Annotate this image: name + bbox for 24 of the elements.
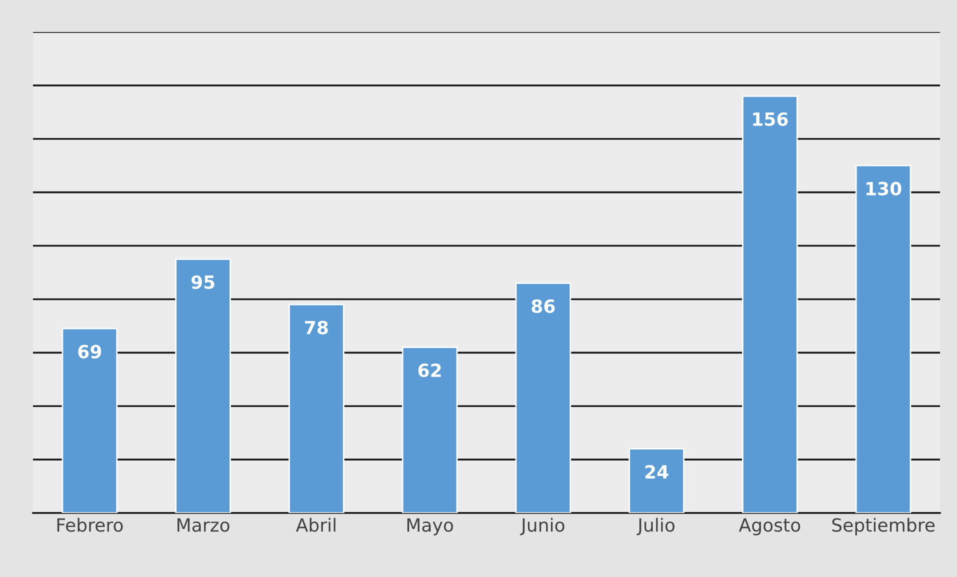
data-label: 62: [418, 364, 441, 378]
bar: [288, 304, 344, 513]
x-tick-label: Marzo: [178, 518, 230, 532]
x-tick-label: Abril: [296, 518, 336, 532]
data-label: 156: [753, 112, 788, 126]
bar: [855, 164, 912, 513]
x-tick-label: Mayo: [407, 518, 454, 536]
data-label: 130: [866, 182, 902, 196]
data-label: 95: [191, 275, 214, 289]
x-tick-label: Junio: [520, 518, 564, 536]
bar: [515, 282, 572, 513]
bar: [175, 258, 231, 513]
x-tick-label: Septiembre: [832, 518, 935, 536]
data-label: 24: [645, 465, 668, 478]
bar: [628, 448, 684, 513]
bar: [402, 346, 458, 513]
x-tick-label: Febrero: [57, 518, 123, 532]
x-tick-label: Julio: [636, 518, 674, 536]
x-tick-label: Agosto: [738, 518, 800, 536]
data-label: 86: [532, 299, 555, 314]
bar: [742, 95, 798, 513]
data-label: 69: [78, 344, 102, 358]
data-label: 78: [305, 320, 328, 334]
bar: [62, 328, 118, 513]
